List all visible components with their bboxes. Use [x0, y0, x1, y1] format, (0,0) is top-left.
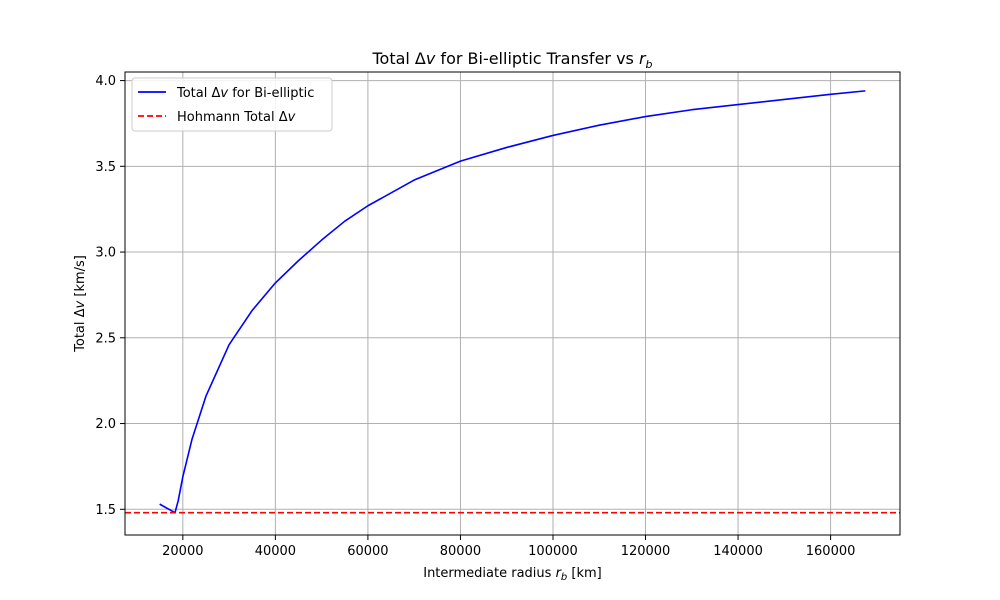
x-tick-label: 60000 [347, 544, 388, 559]
x-tick-label: 100000 [528, 544, 578, 559]
y-axis-label: Total Δv [km/s] [73, 255, 88, 353]
x-tick-label: 40000 [255, 544, 296, 559]
x-tick-label: 140000 [713, 544, 763, 559]
y-tick-label: 2.5 [95, 331, 116, 346]
x-tick-label: 120000 [621, 544, 671, 559]
x-tick-label: 20000 [162, 544, 203, 559]
x-axis-label: Intermediate radius rb [km] [423, 566, 602, 583]
x-tick-label: 160000 [806, 544, 856, 559]
series-layer [125, 90, 900, 514]
chart-title: Total Δv for Bi-elliptic Transfer vs rb [371, 49, 652, 71]
y-tick-label: 2.0 [95, 417, 116, 432]
ticks: 20000 40000 60000 80000 100000 120000 140000 16… [95, 74, 855, 559]
grid [125, 72, 900, 535]
y-tick-label: 3.5 [95, 160, 116, 175]
legend-box [131, 77, 333, 132]
bielliptic-line [159, 90, 866, 514]
legend: Total Δv for Bi-elliptic Hohmann Total Δ… [131, 77, 333, 132]
legend-label-bielliptic: Total Δv for Bi-elliptic [176, 86, 314, 101]
y-tick-label: 1.5 [95, 503, 116, 518]
x-tick-label: 80000 [440, 544, 481, 559]
y-tick-label: 4.0 [95, 74, 116, 89]
y-tick-label: 3.0 [95, 246, 116, 261]
legend-label-hohmann: Hohmann Total Δv [177, 110, 296, 125]
plot-frame [124, 71, 901, 536]
